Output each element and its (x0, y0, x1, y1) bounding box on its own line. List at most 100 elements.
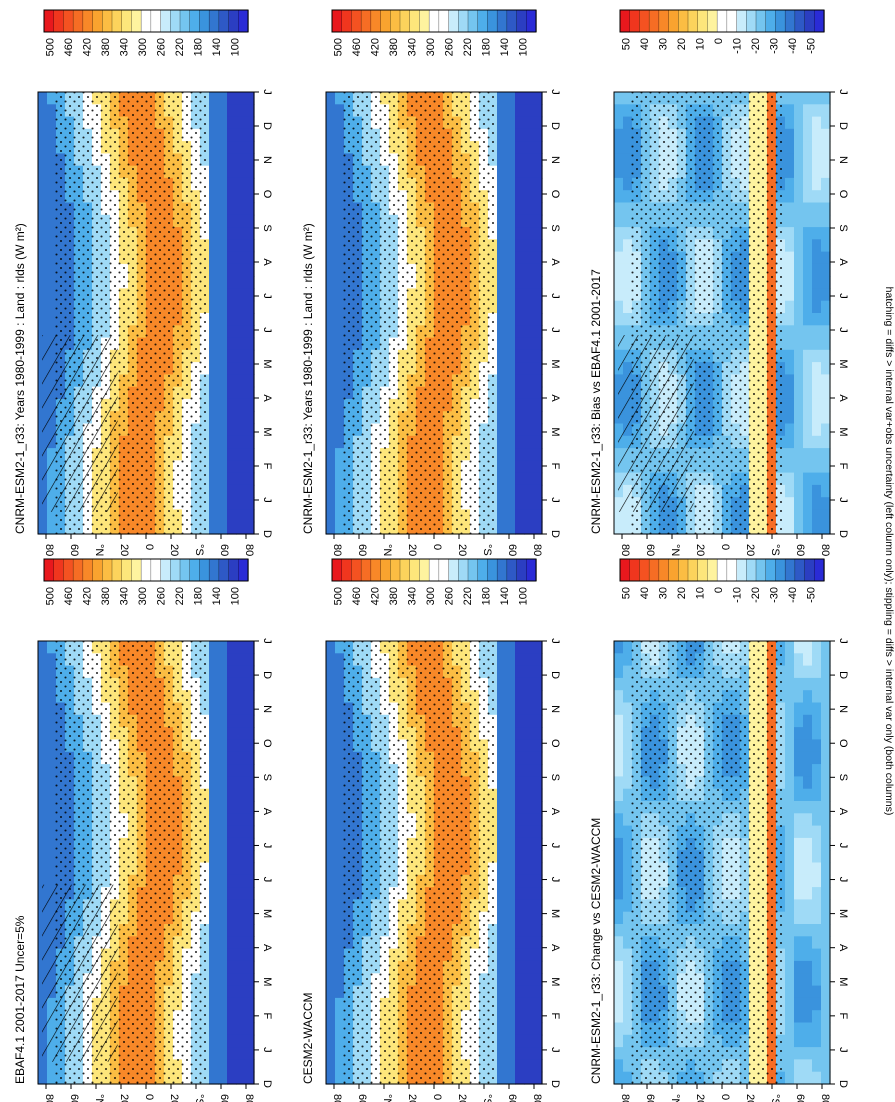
heatmap-cell (236, 227, 246, 240)
heatmap-cell (47, 714, 57, 728)
heatmap-cell (506, 788, 516, 802)
heatmap-cell (335, 1059, 345, 1073)
heatmap-cell (515, 665, 525, 679)
colorbar-tick-label: 460 (351, 587, 363, 605)
heatmap-cell (38, 665, 48, 679)
heatmap-cell (506, 116, 516, 130)
heatmap-cell (812, 263, 822, 277)
heatmap-cell (803, 398, 813, 412)
heatmap-cell (803, 214, 813, 228)
heatmap-cell (524, 924, 534, 937)
colorbar-swatch (208, 558, 220, 582)
heatmap-cell (506, 677, 516, 691)
heatmap-cell (785, 300, 795, 314)
heatmap-cell (335, 751, 345, 765)
heatmap-cell (623, 313, 633, 326)
colorbar-tick-label: 180 (193, 587, 205, 605)
heatmap-cell (524, 374, 534, 388)
latitude-tick-labels: 80 60 °N 20 0 20 °S 60 80 (619, 534, 831, 556)
heatmap-cell (236, 776, 246, 790)
heatmap-cell (326, 398, 336, 412)
heatmap-cell (326, 411, 336, 425)
colorbar-swatch (775, 9, 786, 33)
heatmap-cell (524, 985, 534, 999)
heatmap-cell (209, 362, 219, 375)
heatmap-cell (218, 448, 228, 461)
heatmap-cell (821, 435, 831, 449)
colorbar-tick-label: 300 (137, 587, 149, 605)
colorbar-swatch (140, 558, 152, 582)
heatmap-cell (209, 300, 219, 314)
heatmap-cell (326, 349, 336, 363)
heatmap-cell (245, 521, 255, 535)
colorbar-swatch (189, 558, 201, 582)
heatmap-cell (209, 325, 219, 339)
heatmap-cell (227, 128, 237, 142)
heatmap-cell (326, 288, 336, 302)
heatmap-cell (497, 825, 507, 839)
heatmap-cell (524, 690, 534, 704)
heatmap-cell (245, 887, 255, 900)
heatmap-cell (803, 239, 813, 253)
heatmap-cell (785, 92, 795, 105)
heatmap-cell (803, 190, 813, 204)
heatmap-cell (38, 92, 48, 105)
heatmap-cell (326, 813, 336, 827)
heatmap-cell (803, 337, 813, 351)
heatmap-cell (533, 751, 543, 765)
heatmap-cell (785, 116, 795, 130)
heatmap-cell (533, 985, 543, 999)
heatmap-cell (335, 214, 345, 228)
heatmap-cell (236, 362, 246, 375)
heatmap-cell (533, 837, 543, 851)
heatmap-cell (821, 337, 831, 351)
heatmap-cell (218, 1059, 228, 1073)
month-tick-label: D (261, 1080, 273, 1088)
heatmap-cell (506, 104, 516, 118)
heatmap-cell (623, 641, 633, 654)
heatmap-cell (326, 973, 336, 987)
heatmap-cell (227, 690, 237, 704)
heatmap-cell (614, 813, 624, 827)
heatmap-cell (245, 423, 255, 437)
heatmap-cell (227, 460, 237, 474)
heatmap-cell (821, 239, 831, 253)
heatmap-cell (335, 116, 345, 130)
heatmap-cell (506, 521, 516, 535)
heatmap-cell (497, 177, 507, 191)
heatmap-cell (623, 509, 633, 523)
heatmap-cell (47, 239, 57, 253)
heatmap-cell (803, 165, 813, 179)
colorbar-swatch (477, 9, 489, 33)
heatmap-cell (794, 497, 804, 511)
heatmap-cell (515, 751, 525, 765)
heatmap-cell (821, 423, 831, 437)
heatmap-cell (506, 177, 516, 191)
heatmap-cell (38, 190, 48, 204)
colorbar-swatch (72, 558, 84, 582)
heatmap-cell (821, 448, 831, 461)
heatmap-cell (326, 1059, 336, 1073)
month-tick-label: M (261, 359, 273, 368)
heatmap-cell (245, 813, 255, 827)
heatmap-cell (227, 887, 237, 900)
heatmap-cell (326, 801, 336, 814)
heatmap-cell (227, 337, 237, 351)
colorbar-swatch (351, 9, 362, 33)
colorbar-tick-label: 220 (174, 587, 186, 605)
heatmap-cell (623, 239, 633, 253)
heatmap-cell (335, 484, 345, 498)
month-tick-label: A (261, 944, 273, 952)
heatmap-cell (245, 862, 255, 876)
heatmap-cell (614, 153, 624, 167)
panel-title: CNRM-ESM2-1_r33: Years 1980-1999 : Land … (301, 223, 315, 534)
heatmap-cell (497, 776, 507, 790)
heatmap-cell (533, 104, 543, 118)
heatmap-cell (614, 874, 624, 888)
heatmap-cell (497, 985, 507, 999)
month-tick-label: J (549, 89, 561, 95)
colorbar-tick-label: 380 (388, 38, 400, 56)
heatmap-cell (785, 349, 795, 363)
heatmap-cell (497, 788, 507, 802)
